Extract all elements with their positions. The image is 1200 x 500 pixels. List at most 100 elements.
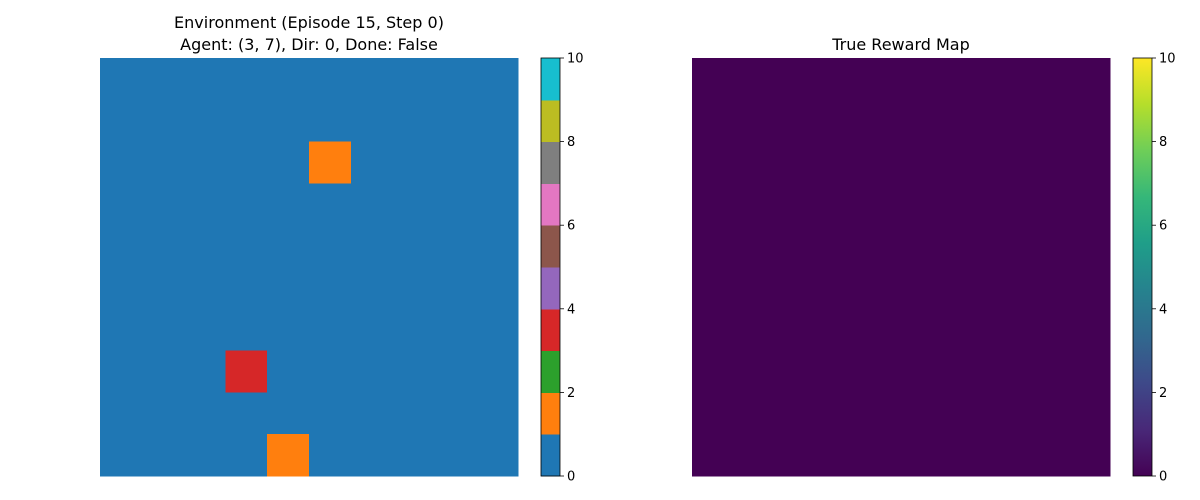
grid-cell — [141, 183, 185, 226]
grid-cell — [100, 392, 143, 435]
reward-colorbar: 0 2 4 6 8 10 — [1132, 52, 1176, 485]
grid-cell — [183, 141, 226, 184]
grid-cell — [901, 58, 944, 101]
grid-cell — [267, 141, 310, 184]
grid-cell — [901, 141, 944, 184]
grid-cell — [817, 141, 860, 184]
grid-cell — [141, 141, 185, 184]
grid-cell — [476, 58, 519, 101]
grid-cell — [267, 225, 310, 268]
grid-cell — [434, 350, 477, 393]
grid-cell — [733, 99, 777, 143]
grid-cell — [392, 225, 435, 268]
grid-cell — [817, 183, 860, 226]
grid-cell — [733, 267, 777, 310]
grid-cell — [817, 267, 860, 310]
grid-cell — [392, 141, 435, 184]
grid-cell — [984, 392, 1027, 435]
grid-cell — [775, 183, 818, 226]
grid-cell — [183, 225, 226, 268]
grid-cell — [859, 308, 902, 352]
grid-cell — [942, 308, 986, 352]
grid-cell — [984, 308, 1027, 352]
grid-cell — [692, 183, 735, 226]
grid-cell — [733, 392, 777, 435]
grid-cell — [817, 99, 860, 143]
colorbar-tick-label: 6 — [567, 219, 575, 234]
environment-title: Environment (Episode 15, Step 0) — [174, 13, 444, 32]
grid-cell — [392, 350, 435, 393]
grid-cell — [225, 267, 268, 310]
colorbar-segment — [541, 58, 560, 101]
grid-cell — [225, 141, 268, 184]
grid-cell — [1026, 225, 1069, 268]
grid-cell — [817, 392, 860, 435]
grid-cell — [392, 267, 435, 310]
grid-cell — [1026, 350, 1069, 393]
colorbar-segment — [541, 225, 560, 268]
grid-cell — [100, 267, 143, 310]
grid-cell — [1068, 267, 1111, 310]
grid-cell — [476, 141, 519, 184]
grid-cell — [775, 308, 818, 352]
grid-cell — [100, 58, 143, 101]
grid-cell — [392, 58, 435, 101]
grid-cell — [225, 308, 268, 352]
grid-cell — [434, 392, 477, 435]
grid-cell — [901, 308, 944, 352]
grid-cell — [141, 225, 185, 268]
grid-cell — [1068, 58, 1111, 101]
colorbar-segment — [541, 392, 560, 435]
colorbar-segment — [541, 434, 560, 477]
grid-cell — [817, 434, 860, 477]
grid-cell — [100, 141, 143, 184]
grid-cell — [817, 225, 860, 268]
colorbar-tick-label: 8 — [567, 135, 575, 150]
grid-cell — [476, 392, 519, 435]
grid-cell — [859, 99, 902, 143]
grid-cell — [692, 267, 735, 310]
grid-cell — [859, 392, 902, 435]
grid-cell — [775, 267, 818, 310]
grid-cell — [434, 308, 477, 352]
grid-cell — [1026, 183, 1069, 226]
grid-cell — [309, 183, 352, 226]
grid-cell — [692, 99, 735, 143]
grid-cell — [309, 267, 352, 310]
grid-cell — [692, 308, 735, 352]
grid-cell — [775, 392, 818, 435]
grid-cell — [1026, 308, 1069, 352]
colorbar-segment — [541, 141, 560, 184]
grid-cell — [309, 350, 352, 393]
grid-cell — [775, 350, 818, 393]
grid-cell — [476, 267, 519, 310]
grid-cell — [1068, 183, 1111, 226]
grid-cell — [141, 308, 185, 352]
grid-cell — [1026, 58, 1069, 101]
grid-cell — [775, 225, 818, 268]
grid-cell — [183, 308, 226, 352]
grid-cell — [901, 99, 944, 143]
grid-cell — [1068, 141, 1111, 184]
grid-cell — [733, 141, 777, 184]
grid-cell — [350, 141, 394, 184]
grid-cell — [733, 183, 777, 226]
grid-cell — [350, 267, 394, 310]
grid-cell — [901, 267, 944, 310]
grid-cell — [1026, 434, 1069, 477]
grid-cell — [692, 141, 735, 184]
grid-cell — [309, 434, 352, 477]
grid-cell — [476, 350, 519, 393]
grid-cell — [476, 308, 519, 352]
grid-cell — [733, 350, 777, 393]
grid-cell — [733, 308, 777, 352]
grid-cell — [100, 225, 143, 268]
grid-cell — [183, 183, 226, 226]
grid-cell — [225, 350, 268, 393]
colorbar-tick-label: 0 — [1159, 470, 1167, 485]
grid-cell — [392, 308, 435, 352]
grid-cell — [692, 350, 735, 393]
grid-cell — [141, 392, 185, 435]
grid-cell — [817, 58, 860, 101]
